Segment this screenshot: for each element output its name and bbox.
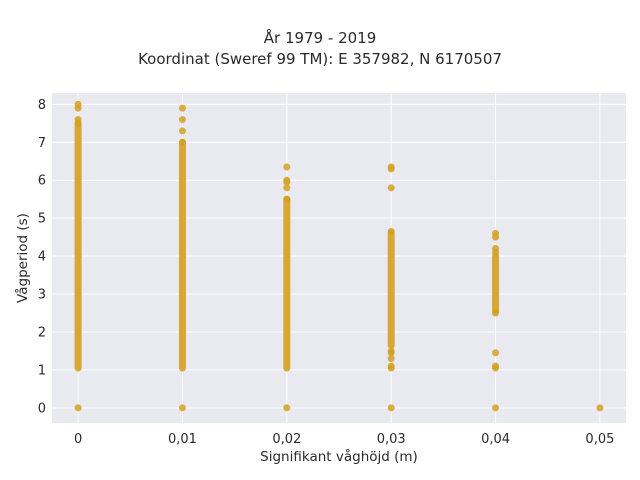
data-point — [387, 364, 395, 372]
data-point — [492, 245, 500, 253]
point-band — [492, 252, 500, 315]
point-band — [74, 119, 82, 372]
data-points — [74, 100, 604, 412]
data-point — [178, 116, 186, 124]
data-point — [387, 404, 395, 412]
x-tick-label: 0,01 — [168, 432, 197, 447]
data-point — [74, 104, 82, 112]
data-point — [283, 184, 291, 192]
data-point — [178, 138, 186, 146]
data-point — [74, 119, 82, 127]
data-point — [178, 127, 186, 135]
x-tick-label: 0,02 — [272, 432, 301, 447]
data-point — [283, 404, 291, 412]
x-tick-label: 0 — [74, 432, 82, 447]
y-tick-label: 5 — [38, 212, 46, 227]
data-point — [387, 347, 395, 355]
y-tick-label: 0 — [38, 401, 46, 416]
data-point — [283, 163, 291, 171]
data-point — [387, 184, 395, 192]
data-point — [74, 404, 82, 412]
y-tick-label: 7 — [38, 136, 46, 151]
data-point — [387, 227, 395, 235]
y-tick-label: 3 — [38, 288, 46, 303]
y-tick-label: 2 — [38, 325, 46, 340]
y-tick-label: 6 — [38, 174, 46, 189]
chart-title: År 1979 - 2019 — [263, 29, 377, 47]
y-tick-label: 1 — [38, 363, 46, 378]
y-axis-label: Vågperiod (s) — [14, 213, 31, 303]
x-tick-label: 0,05 — [585, 432, 614, 447]
x-tick-label: 0,03 — [377, 432, 406, 447]
point-band — [178, 138, 186, 372]
data-point — [492, 349, 500, 357]
x-axis-label: Signifikant våghöjd (m) — [260, 448, 418, 465]
data-point — [492, 404, 500, 412]
data-point — [178, 404, 186, 412]
data-point — [596, 404, 604, 412]
chart-subtitle: Koordinat (Sweref 99 TM): E 357982, N 61… — [138, 50, 502, 68]
data-point — [492, 229, 500, 237]
data-point — [492, 309, 500, 317]
data-point — [283, 195, 291, 203]
plot-background — [52, 93, 626, 423]
y-tick-labels: 0 1 2 3 4 5 6 7 8 — [38, 98, 46, 416]
data-point — [387, 163, 395, 171]
data-point — [387, 355, 395, 363]
point-band — [387, 229, 395, 349]
data-point — [178, 104, 186, 112]
data-point — [283, 178, 291, 186]
y-tick-label: 4 — [38, 250, 46, 265]
x-tick-label: 0,04 — [481, 432, 510, 447]
data-point — [492, 362, 500, 370]
y-tick-label: 8 — [38, 98, 46, 113]
x-tick-labels: 0 0,01 0,02 0,03 0,04 0,05 — [74, 432, 614, 447]
point-band — [283, 195, 291, 372]
